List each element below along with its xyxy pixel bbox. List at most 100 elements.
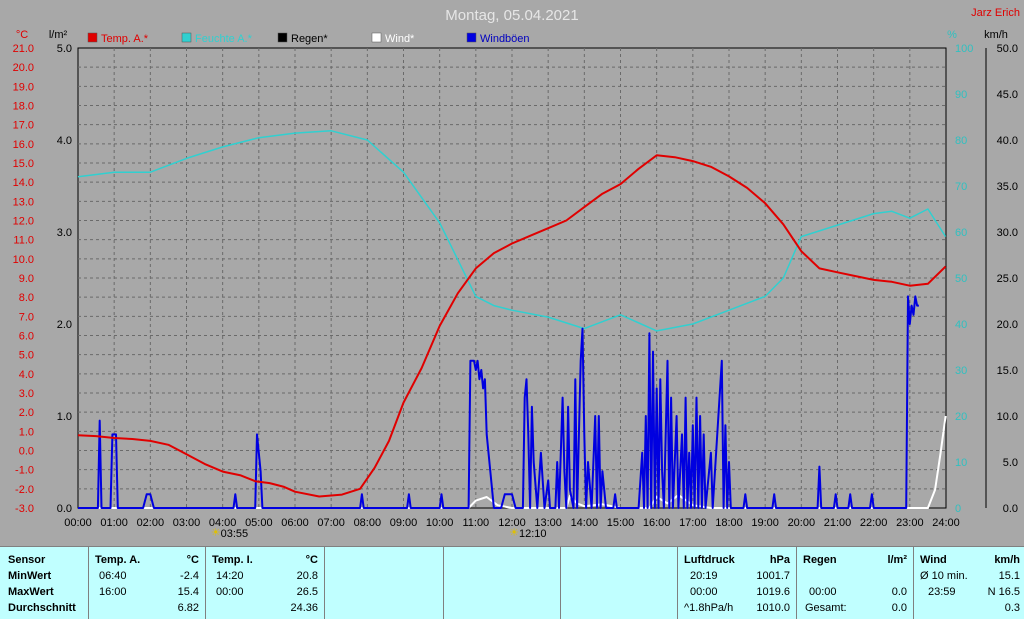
temp-indoor-max-time: 00:00 xyxy=(216,586,244,598)
pressure-max-value: 1019.6 xyxy=(756,586,790,598)
time-tick-label: 06:00 xyxy=(281,517,309,529)
rain-max-time: 00:00 xyxy=(809,586,837,598)
temp-tick-label: 16.0 xyxy=(13,139,34,151)
time-tick-label: 10:00 xyxy=(426,517,454,529)
temp-tick-label: 3.0 xyxy=(19,388,34,400)
temp-tick-label: 6.0 xyxy=(19,331,34,343)
wind-tick-label: 50.0 xyxy=(997,43,1018,55)
wind-title: Wind xyxy=(920,554,947,566)
time-tick-label: 04:00 xyxy=(209,517,237,529)
temp-indoor-min-time: 14:20 xyxy=(216,570,244,582)
rain-max-value: 0.0 xyxy=(891,586,907,598)
pressure-unit: hPa xyxy=(769,554,790,566)
time-tick-label: 22:00 xyxy=(860,517,888,529)
humidity-tick-label: 80 xyxy=(955,135,967,147)
pressure-min-value: 1001.7 xyxy=(756,570,790,582)
legend-label: Temp. A.* xyxy=(101,33,149,45)
sensor-header: Sensor xyxy=(8,554,46,566)
temp-tick-label: 15.0 xyxy=(13,158,34,170)
wind-avg10-value: 15.1 xyxy=(998,570,1020,582)
temp-tick-label: 5.0 xyxy=(19,350,34,362)
stats-pressure-column: Luftdruck hPa 20:19 1001.7 00:00 1019.6 … xyxy=(678,547,797,619)
temp-outdoor-average: 6.82 xyxy=(177,602,199,614)
row-label-min: MinWert xyxy=(8,570,52,582)
time-tick-label: 05:00 xyxy=(245,517,273,529)
humidity-unit-label: % xyxy=(947,29,957,41)
humidity-tick-label: 60 xyxy=(955,227,967,239)
stats-temp-indoor-column: Temp. I. °C 14:20 20.8 00:00 26.5 24.36 xyxy=(206,547,325,619)
time-tick-label: 16:00 xyxy=(643,517,671,529)
rain-unit-label: l/m² xyxy=(49,29,68,41)
series-line-wind xyxy=(78,415,947,509)
wind-tick-label: 10.0 xyxy=(997,411,1018,423)
humidity-tick-label: 10 xyxy=(955,457,967,469)
time-tick-label: 21:00 xyxy=(824,517,852,529)
temp-indoor-unit: °C xyxy=(305,554,318,566)
legend-swatch xyxy=(87,32,98,43)
sun-marker-time: 03:55 xyxy=(221,528,249,540)
legend-swatch xyxy=(466,32,477,43)
temp-tick-label: 17.0 xyxy=(13,120,34,132)
legend-label: Wind* xyxy=(385,33,415,45)
time-tick-label: 14:00 xyxy=(571,517,599,529)
temp-tick-label: 7.0 xyxy=(19,311,34,323)
sun-marker-icon: ☀ xyxy=(211,527,221,539)
wind-tick-label: 40.0 xyxy=(997,135,1018,147)
time-tick-label: 24:00 xyxy=(932,517,960,529)
wind-average: 0.3 xyxy=(1004,602,1020,614)
pressure-min-time: 20:19 xyxy=(690,570,718,582)
time-tick-label: 12:00 xyxy=(498,517,526,529)
row-label-avg: Durchschnitt xyxy=(8,602,76,614)
stats-sensor-column: Sensor MinWert MaxWert Durchschnitt xyxy=(0,547,89,619)
legend-label: Feuchte A.* xyxy=(195,33,253,45)
humidity-tick-label: 30 xyxy=(955,365,967,377)
rain-tick-label: 4.0 xyxy=(57,135,72,147)
humidity-tick-label: 0 xyxy=(955,503,961,515)
wind-tick-label: 30.0 xyxy=(997,227,1018,239)
pressure-max-time: 00:00 xyxy=(690,586,718,598)
legend: Temp. A.* Feuchte A.* Regen* Wind* Windböen xyxy=(87,32,530,45)
humidity-tick-label: 20 xyxy=(955,411,967,423)
temp-outdoor-title: Temp. A. xyxy=(95,554,141,566)
wind-tick-label: 25.0 xyxy=(997,273,1018,285)
humidity-tick-label: 100 xyxy=(955,43,973,55)
wind-unit-label: km/h xyxy=(984,29,1008,41)
temp-tick-label: 18.0 xyxy=(13,101,34,113)
wind-tick-label: 5.0 xyxy=(1003,457,1018,469)
rain-unit: l/m² xyxy=(887,554,907,566)
time-tick-label: 20:00 xyxy=(788,517,816,529)
temp-tick-label: 11.0 xyxy=(13,235,34,247)
row-label-max: MaxWert xyxy=(8,586,54,598)
temp-tick-label: -2.0 xyxy=(15,484,34,496)
legend-label: Windböen xyxy=(480,33,530,45)
temp-outdoor-max-value: 15.4 xyxy=(177,586,199,598)
time-tick-label: 15:00 xyxy=(607,517,635,529)
time-tick-label: 18:00 xyxy=(715,517,743,529)
temp-indoor-max-value: 26.5 xyxy=(296,586,318,598)
time-tick-label: 03:00 xyxy=(173,517,201,529)
temp-indoor-average: 24.36 xyxy=(290,602,318,614)
wind-tick-label: 15.0 xyxy=(997,365,1018,377)
weather-chart: 21.0 20.0 19.0 18.0 17.0 16.0 15.0 14.0 13.0 12.0… xyxy=(13,7,1020,540)
temp-unit-label: °C xyxy=(16,29,28,41)
temp-indoor-min-value: 20.8 xyxy=(296,570,318,582)
weather-chart-area: 21.0 20.0 19.0 18.0 17.0 16.0 15.0 14.0 13.0 12.0… xyxy=(12,7,1020,540)
time-tick-label: 02:00 xyxy=(137,517,165,529)
temp-tick-label: 2.0 xyxy=(19,407,34,419)
temp-outdoor-min-time: 06:40 xyxy=(99,570,127,582)
humidity-tick-label: 50 xyxy=(955,273,967,285)
chart-title: Montag, 05.04.2021 xyxy=(445,7,578,24)
temp-tick-label: 20.0 xyxy=(13,62,34,74)
temp-tick-label: 1.0 xyxy=(19,426,34,438)
rain-tick-label: 3.0 xyxy=(57,227,72,239)
rain-tick-label: 5.0 xyxy=(57,43,72,55)
time-tick-label: 08:00 xyxy=(354,517,382,529)
wind-avg10-label: Ø 10 min. xyxy=(920,570,968,582)
series-line-feuchte-a xyxy=(77,130,947,332)
pressure-title: Luftdruck xyxy=(684,554,735,566)
statistics-panel: Sensor MinWert MaxWert Durchschnitt Temp… xyxy=(0,546,1024,619)
wind-tick-label: 35.0 xyxy=(997,181,1018,193)
legend-swatch xyxy=(181,32,192,43)
wind-max-value: N 16.5 xyxy=(987,586,1020,598)
wind-tick-label: 0.0 xyxy=(1003,503,1018,515)
